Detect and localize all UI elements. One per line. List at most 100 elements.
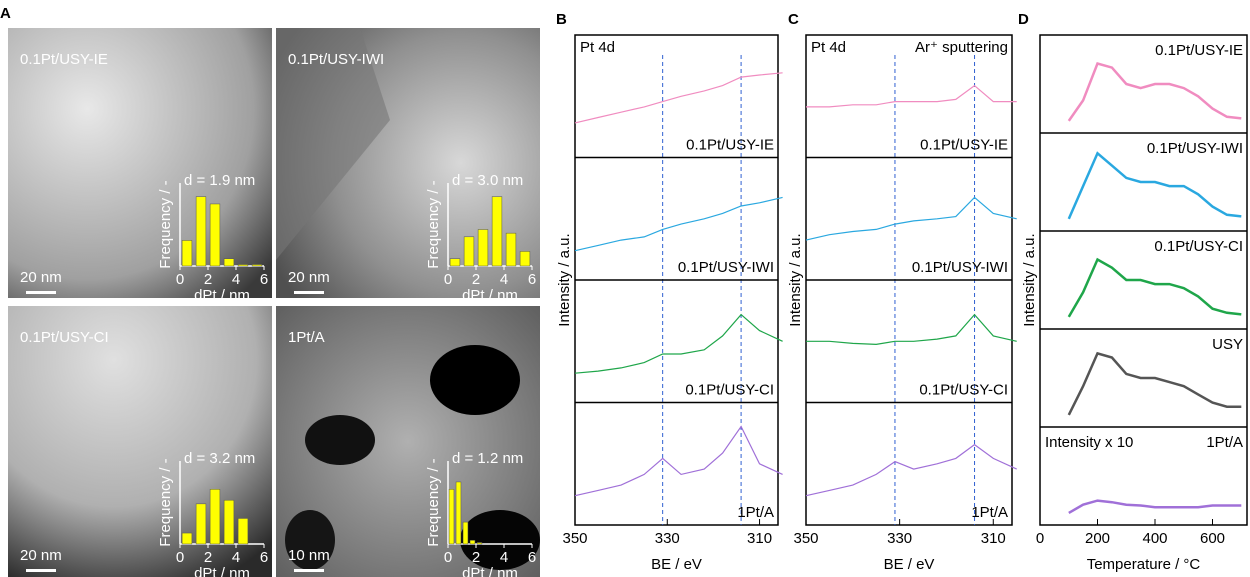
x-tick-label: 0 [176, 271, 184, 288]
histogram-bar [477, 229, 489, 267]
histogram-bar [505, 232, 517, 267]
x-axis-label: dPt / nm [462, 565, 518, 577]
spectrum-line [574, 72, 783, 124]
scale-bar [294, 291, 324, 294]
x-tick-label: 400 [1142, 530, 1167, 547]
histogram-bar [237, 264, 249, 267]
histogram-bar [463, 236, 475, 267]
histogram-bar [491, 196, 503, 267]
y-axis-label: Frequency / - [157, 458, 174, 546]
x-tick-label: 310 [981, 530, 1006, 547]
spectrum-line [806, 313, 1017, 346]
x-axis-label: dPt / nm [194, 287, 250, 304]
histogram-bar [181, 532, 193, 545]
spectrum-line [1068, 499, 1242, 514]
series-label: USY [1212, 336, 1243, 353]
x-tick-label: 600 [1200, 530, 1225, 547]
spectrum-line [1067, 351, 1242, 416]
panel-label: A [0, 5, 11, 22]
x-axis-label: dPt / nm [194, 565, 250, 577]
histogram-bar [209, 489, 221, 545]
histogram-bar [251, 264, 263, 267]
x-tick-label: 4 [500, 271, 508, 288]
panel-label: C [788, 11, 799, 28]
annotation: d = 1.9 nm [184, 172, 255, 189]
x-tick-label: 2 [204, 271, 212, 288]
scale-bar-label: 20 nm [20, 269, 62, 286]
x-tick-label: 2 [204, 549, 212, 566]
histogram-bar [195, 196, 207, 267]
x-tick-label: 350 [562, 530, 587, 547]
scale-bar [26, 291, 56, 294]
y-axis-label: Frequency / - [425, 458, 442, 546]
x-tick-label: 2 [472, 549, 480, 566]
micrograph-caption: 1Pt/A [288, 329, 325, 346]
series-label: 0.1Pt/USY-CI [685, 381, 774, 398]
series-label: 1Pt/A [1206, 434, 1243, 451]
y-axis-label: Intensity / a.u. [1021, 233, 1038, 326]
panel-label: B [556, 11, 567, 28]
panel-label: D [1018, 11, 1029, 28]
x-tick-label: 6 [260, 271, 268, 288]
x-axis-label: BE / eV [884, 556, 935, 573]
spectrum-line [574, 425, 783, 497]
micrograph-caption: 0.1Pt/USY-CI [20, 329, 109, 346]
y-axis-label: Frequency / - [157, 180, 174, 268]
y-axis-label: Intensity / a.u. [556, 233, 573, 326]
spectrum-line [1067, 61, 1242, 122]
series-label: 0.1Pt/USY-IE [1155, 42, 1243, 59]
histogram-bar [476, 542, 483, 545]
histogram-bar [181, 240, 193, 267]
x-tick-label: 350 [793, 530, 818, 547]
x-axis-label: dPt / nm [462, 287, 518, 304]
series-label: 0.1Pt/USY-CI [1154, 238, 1243, 255]
x-axis-label: BE / eV [651, 556, 702, 573]
histogram-bar [237, 518, 249, 545]
histogram-bar [462, 521, 469, 545]
annotation: Ar⁺ sputtering [915, 39, 1008, 56]
histogram-bar [195, 503, 207, 545]
spectrum-line [574, 313, 783, 374]
histogram-bar [209, 203, 221, 267]
x-tick-label: 2 [472, 271, 480, 288]
series-label: 1Pt/A [971, 504, 1008, 521]
histogram-bar [519, 251, 531, 267]
frame [1039, 34, 1248, 526]
spectrum-line [805, 443, 1017, 497]
x-tick-label: 4 [232, 271, 240, 288]
series-label: 0.1Pt/USY-IE [920, 136, 1008, 153]
spectrum-line [1067, 257, 1242, 318]
micrograph-caption: 0.1Pt/USY-IE [20, 51, 108, 68]
histogram-bar [449, 258, 461, 267]
series-label: 1Pt/A [737, 504, 774, 521]
histogram-bar [223, 258, 235, 267]
histogram-bar [455, 481, 462, 545]
spectrum-line [806, 84, 1017, 108]
histogram-bar [448, 489, 455, 545]
scale-bar-label: 20 nm [20, 547, 62, 564]
panel-note: Pt 4d [811, 39, 846, 56]
series-label: 0.1Pt/USY-CI [919, 381, 1008, 398]
scale-bar [294, 569, 324, 572]
x-tick-label: 200 [1085, 530, 1110, 547]
x-tick-label: 0 [1036, 530, 1044, 547]
x-tick-label: 6 [528, 549, 536, 566]
series-label: 0.1Pt/USY-IWI [678, 259, 774, 276]
y-axis-label: Intensity / a.u. [787, 233, 804, 326]
x-tick-label: 0 [176, 549, 184, 566]
panel-note: Pt 4d [580, 39, 615, 56]
micrograph-caption: 0.1Pt/USY-IWI [288, 51, 384, 68]
series-label: 0.1Pt/USY-IWI [912, 259, 1008, 276]
scale-bar [26, 569, 56, 572]
x-tick-label: 0 [444, 271, 452, 288]
annotation: d = 3.0 nm [452, 172, 523, 189]
spectrum-line [574, 196, 783, 252]
series-label: 0.1Pt/USY-IWI [1147, 140, 1243, 157]
x-axis-label: Temperature / °C [1087, 556, 1201, 573]
y-axis-label: Frequency / - [425, 180, 442, 268]
scale-bar-label: 20 nm [288, 269, 330, 286]
annotation: d = 1.2 nm [452, 450, 523, 467]
series-label: 0.1Pt/USY-IE [686, 136, 774, 153]
histogram-bar [223, 499, 235, 545]
x-tick-label: 0 [444, 549, 452, 566]
